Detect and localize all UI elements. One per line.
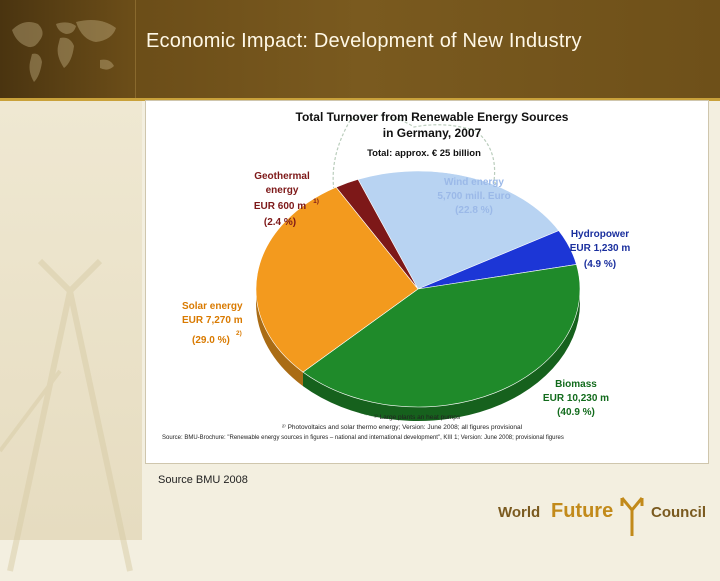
pie-slice-geothermal <box>335 179 419 290</box>
label-solar: Solar energy EUR 7,270 m (29.0 %) 2) <box>182 301 243 346</box>
side-panel <box>0 101 142 572</box>
biomass-name: Biomass <box>555 379 597 390</box>
wind-percent: (22.8 %) <box>455 205 493 216</box>
arrow-decoration <box>0 258 133 572</box>
label-wind: Wind energy 5,700 mill. Euro (22.8 %) <box>437 177 510 216</box>
footnote-source: Source: BMU-Brochure: "Renewable energy … <box>162 435 564 441</box>
logo-word-council: Council <box>651 504 706 521</box>
pie-slice-wind <box>357 170 560 290</box>
slide-title: Economic Impact: Development of New Indu… <box>146 30 582 52</box>
header-divider <box>135 0 136 98</box>
chart-subtitle: Total: approx. € 25 billion <box>367 148 481 159</box>
wind-amount: 5,700 mill. Euro <box>437 191 510 202</box>
geothermal-amount: EUR 600 m <box>254 201 306 212</box>
chart-title: Total Turnover from Renewable Energy Sou… <box>296 110 569 124</box>
footnote-1: ¹⁾ Large plants an heat pumps <box>374 413 461 421</box>
tree-arrow-icon <box>620 497 644 536</box>
pie-side-biomass <box>302 289 580 421</box>
hydro-percent: (4.9 %) <box>584 259 616 270</box>
world-future-council-logo: World Future Council <box>498 496 720 540</box>
slide-header: Economic Impact: Development of New Indu… <box>0 0 720 98</box>
label-geothermal: Geothermal energy EUR 600 m (2.4 %) 1) <box>254 171 319 228</box>
pie-chart: Total Turnover from Renewable Energy Sou… <box>162 110 631 441</box>
world-map-decoration <box>12 20 116 82</box>
solar-amount: EUR 7,270 m <box>182 315 243 326</box>
header-accent-line <box>0 98 720 101</box>
logo-word-world: World <box>498 504 541 521</box>
geothermal-note: 1) <box>313 198 319 205</box>
solar-note: 2) <box>236 330 242 337</box>
biomass-percent: (40.9 %) <box>557 407 595 418</box>
solar-percent: (29.0 %) <box>192 335 230 346</box>
chart-panel: Total Turnover from Renewable Energy Sou… <box>145 100 709 464</box>
pie-slice-solar <box>255 186 419 373</box>
label-biomass: Biomass EUR 10,230 m (40.9 %) <box>543 379 609 418</box>
pie-side-solar <box>256 289 303 387</box>
hydro-amount: EUR 1,230 m <box>570 243 631 254</box>
hydro-name: Hydropower <box>571 229 629 240</box>
solar-name: Solar energy <box>182 301 243 312</box>
wind-name: Wind energy <box>444 177 504 188</box>
logo-word-future: Future <box>551 500 614 522</box>
geothermal-name: Geothermal <box>254 171 310 182</box>
footnote-2: ²⁾ Photovoltaics and solar thermo energy… <box>282 423 523 431</box>
source-note: Source BMU 2008 <box>158 474 248 486</box>
pie-slice-biomass <box>302 264 581 408</box>
biomass-amount: EUR 10,230 m <box>543 393 609 404</box>
chart-title-line2: in Germany, 2007 <box>383 126 482 140</box>
geothermal-percent: (2.4 %) <box>264 217 296 228</box>
geothermal-name-line2: energy <box>266 185 299 196</box>
label-hydro: Hydropower EUR 1,230 m (4.9 %) <box>570 229 631 270</box>
